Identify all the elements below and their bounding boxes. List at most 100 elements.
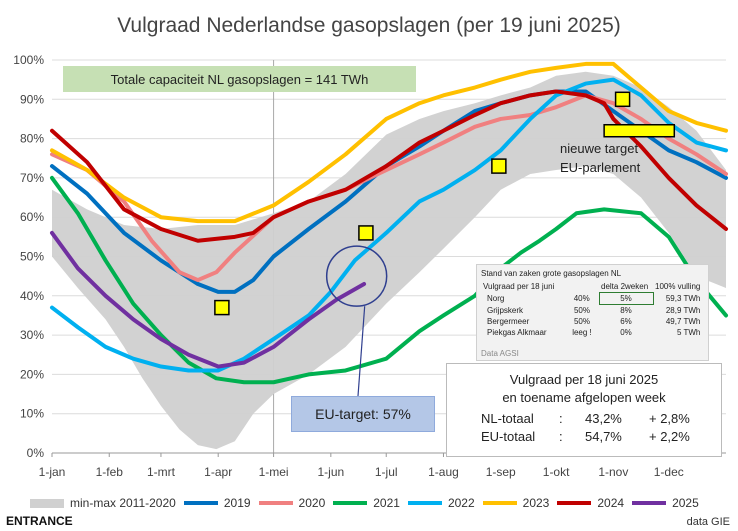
x-tick-label: 1-okt [543, 465, 570, 479]
summary-sep: : [559, 428, 563, 444]
x-tick-label: 1-jun [317, 465, 344, 479]
brand-logo: ENTRANCE [6, 514, 73, 528]
legend-swatch [407, 501, 442, 505]
row-fill: 50% [573, 305, 590, 315]
header-cell: delta 2weken [601, 282, 649, 291]
legend-item-2020: 2020 [258, 496, 326, 510]
row-fill: leeg ! [572, 328, 592, 337]
x-tick-label: 1-mei [259, 465, 289, 479]
y-tick-label: 40% [20, 289, 44, 303]
x-tick-label: 1-jul [375, 465, 398, 479]
new-target-line-1: nieuwe target [560, 141, 639, 156]
min-max-band [52, 71, 726, 450]
table-row: Piekgas Alkmaar leeg ! 0% 5 TWh [481, 327, 702, 338]
y-tick-label: 100% [13, 53, 44, 67]
series-line-2021 [50, 175, 728, 385]
storage-status-title: Stand van zaken grote gasopslagen NL [481, 269, 622, 278]
y-tick-label: 10% [20, 407, 44, 421]
y-tick-label: 0% [27, 446, 45, 460]
legend-label: 2024 [597, 496, 625, 510]
chart-title: Vulgraad Nederlandse gasopslagen (per 19… [117, 14, 621, 37]
y-tick-label: 20% [20, 367, 44, 381]
series-line-2024 [50, 89, 728, 243]
summary-label: NL-totaal [481, 410, 534, 426]
row-name: Piekgas Alkmaar [487, 328, 547, 337]
summary-line-1: Vulgraad per 18 juni 2025 [509, 372, 659, 387]
summary-table: NL-totaal : 43,2% + 2,8% EU-totaal : 54,… [477, 409, 694, 445]
legend-label: 2021 [373, 496, 400, 510]
y-tick-label: 30% [20, 328, 44, 342]
eu-target-circle [325, 245, 388, 307]
y-tick-label: 70% [20, 171, 44, 185]
x-tick-label: 1-dec [654, 465, 684, 479]
summary-row: EU-totaal : 54,7% + 2,2% [477, 427, 694, 445]
legend-swatch [30, 498, 64, 508]
row-full: 5 TWh [676, 328, 701, 337]
summary-label: EU-totaal [481, 428, 536, 444]
legend-label: 2023 [522, 496, 550, 510]
row-name: Bergermeer [487, 317, 530, 326]
row-name: Grijpskerk [487, 305, 524, 315]
summary-value: 54,7% [585, 428, 622, 444]
chart-axes: 0% 10% 20% 30% 40% 50% 60% 70% 80% 90% 100% 1-jan 1-… [13, 53, 726, 479]
nl-summary-box: Vulgraad per 18 juni 2025 en toename afg… [446, 363, 722, 457]
table-row: Grijpskerk 50% 8% 28,9 TWh [481, 305, 702, 317]
table-row: Bergermeer 50% 6% 49,7 TWh [481, 316, 702, 327]
row-delta: 0% [620, 328, 632, 337]
legend-label: min-max 2011-2020 [70, 496, 176, 510]
target-marker [614, 91, 631, 108]
table-row: Norg 40% 5% 59,3 TWh [481, 292, 702, 305]
data-source: data GIE [686, 516, 730, 528]
summary-change: + 2,8% [649, 410, 690, 426]
y-tick-label: 80% [20, 132, 44, 146]
eu-target-label: EU-target: 57% [291, 396, 435, 432]
row-full: 49,7 TWh [665, 317, 701, 326]
row-delta: 5% [598, 292, 654, 305]
series-line-2022 [50, 77, 728, 373]
legend-swatch [482, 501, 517, 505]
summary-value: 43,2% [585, 410, 622, 426]
x-tick-label: 1-apr [204, 465, 232, 479]
row-full: 59,3 TWh [665, 294, 701, 303]
legend-label: 2022 [447, 496, 475, 510]
legend-label: 2020 [298, 496, 326, 510]
legend-item-band: min-max 2011-2020 [30, 496, 176, 510]
legend-item-2019: 2019 [183, 496, 251, 510]
min-max-area [52, 71, 726, 450]
row-name: Norg [487, 294, 505, 303]
x-tick-label: 1-aug [428, 465, 459, 479]
chart-legend: min-max 2011-2020 2019 2020 2021 2022 20… [30, 496, 707, 510]
summary-row: NL-totaal : 43,2% + 2,8% [477, 409, 694, 427]
legend-item-2023: 2023 [482, 496, 550, 510]
y-tick-label: 60% [20, 210, 44, 224]
storage-status-table: Stand van zaken grote gasopslagen NL Vul… [476, 264, 709, 361]
y-tick-label: 90% [20, 92, 44, 106]
new-target-line-2: EU-parlement [560, 160, 641, 175]
legend-item-2022: 2022 [407, 496, 475, 510]
summary-sep: : [559, 410, 563, 426]
row-fill: 40% [573, 294, 590, 303]
header-cell [565, 281, 599, 293]
legend-item-2021: 2021 [333, 496, 400, 510]
legend-swatch [183, 501, 218, 505]
legend-swatch [333, 501, 368, 505]
y-tick-label: 50% [20, 250, 44, 264]
legend-item-2024: 2024 [557, 496, 624, 510]
target-marker [491, 158, 507, 174]
legend-swatch [258, 501, 293, 505]
x-tick-label: 1-jan [39, 465, 66, 479]
series-line-2025 [50, 230, 367, 369]
storage-table: Vulgraad per 18 juni delta 2weken 100% v… [481, 281, 702, 338]
header-cell: Vulgraad per 18 juni [483, 282, 555, 292]
row-full: 28,9 TWh [665, 305, 701, 315]
target-marker [214, 299, 230, 316]
row-fill: 50% [573, 317, 590, 326]
storage-table-header: Vulgraad per 18 juni delta 2weken 100% v… [481, 281, 702, 293]
target-marker [358, 225, 374, 241]
new-target-bar [603, 123, 676, 138]
x-tick-label: 1-sep [486, 465, 516, 479]
legend-label: 2025 [672, 496, 699, 510]
target-markers [214, 91, 676, 397]
legend-item-2025: 2025 [632, 496, 699, 510]
